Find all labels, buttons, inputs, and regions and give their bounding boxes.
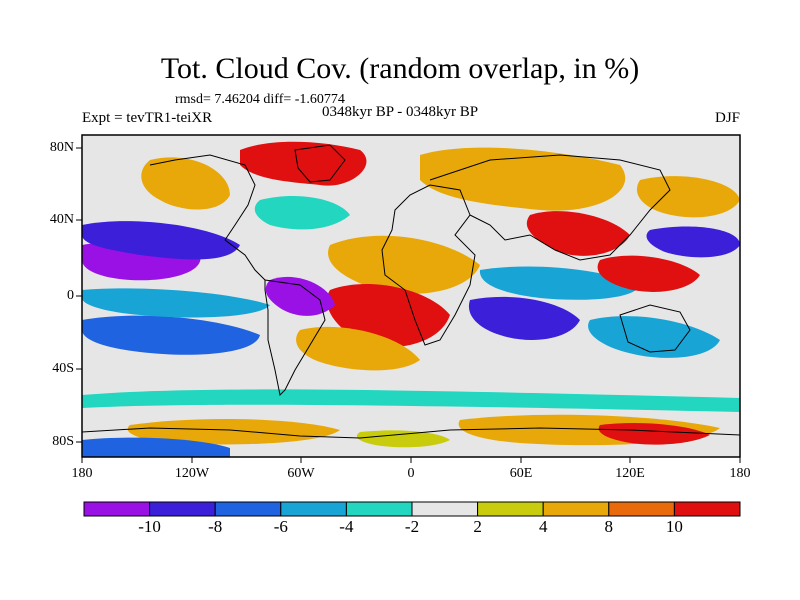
patch-siberia-orange bbox=[420, 147, 626, 211]
colorbar-label: 8 bbox=[604, 517, 614, 536]
colorbar-label: -2 bbox=[404, 517, 420, 536]
period-label: 0348kyr BP - 0348kyr BP bbox=[322, 104, 479, 120]
colorbar-label: -10 bbox=[138, 517, 161, 536]
colorbar-swatch bbox=[673, 501, 741, 517]
lon-label-120e: 120E bbox=[615, 466, 645, 481]
lon-label-0: 0 bbox=[407, 466, 415, 481]
coastline-north-america bbox=[149, 154, 266, 281]
lon-label-120w: 120W bbox=[174, 466, 210, 481]
colorbar-label: 2 bbox=[473, 517, 482, 536]
patch-west-pacific-red bbox=[597, 255, 700, 292]
patch-asia-red bbox=[526, 211, 630, 256]
patch-antarctic-blue bbox=[82, 437, 230, 457]
colorbar-label: -8 bbox=[208, 517, 223, 536]
patch-indian-ocean-blue bbox=[468, 296, 580, 340]
colorbar-label: 4 bbox=[538, 517, 548, 536]
stats-text: rmsd= 7.46204 diff= -1.60774 bbox=[175, 92, 345, 107]
patch-south-pacific-blue bbox=[82, 315, 260, 355]
lon-label-180e: 180 bbox=[729, 466, 751, 481]
patch-indian-ocean-lightblue bbox=[479, 266, 640, 300]
lat-label-80n: 80N bbox=[49, 140, 74, 155]
patch-atlantic-orange bbox=[328, 235, 480, 294]
lat-label-40n: 40N bbox=[49, 212, 74, 227]
patch-antarctic-red bbox=[598, 423, 710, 445]
season-label: DJF bbox=[714, 110, 740, 126]
colorbar-swatch bbox=[345, 501, 413, 517]
coastline-south-america bbox=[264, 279, 326, 397]
colorbar-label: 10 bbox=[665, 517, 683, 536]
lat-label-80s: 80S bbox=[52, 434, 74, 449]
colorbar-swatch bbox=[280, 501, 347, 517]
colorbar-swatch bbox=[608, 501, 675, 517]
map-title: Tot. Cloud Cov. (random overlap, in %) bbox=[160, 52, 640, 85]
coastline-asia bbox=[429, 154, 671, 261]
patch-southern-ocean-cyan bbox=[82, 389, 740, 412]
patch-south-pacific-lightblue bbox=[82, 288, 270, 318]
patch-west-pacific-orange bbox=[636, 176, 740, 218]
cloud-field bbox=[82, 135, 740, 457]
lat-ticks bbox=[76, 147, 741, 463]
patch-pacific-blue bbox=[82, 221, 240, 260]
colorbar-swatch bbox=[477, 501, 544, 517]
colorbar-swatch bbox=[83, 501, 151, 517]
patch-arctic-red bbox=[240, 141, 367, 186]
colorbar-swatch bbox=[411, 501, 479, 517]
lon-label-60w: 60W bbox=[287, 466, 315, 481]
colorbar-label: -6 bbox=[273, 517, 288, 536]
coastline-antarctica bbox=[82, 427, 740, 439]
colorbar bbox=[83, 501, 741, 517]
patch-south-atlantic-orange bbox=[296, 326, 420, 371]
colorbar-swatch bbox=[149, 501, 216, 517]
coastline-europe-africa bbox=[381, 184, 476, 346]
patch-australia-lightblue bbox=[588, 316, 720, 358]
colorbar-swatch bbox=[542, 501, 610, 517]
coastlines bbox=[82, 144, 740, 439]
patch-north-pacific-blue bbox=[646, 226, 740, 258]
patch-southern-ocean-orange bbox=[127, 418, 340, 445]
colorbar-swatch bbox=[214, 501, 282, 517]
lon-label-60e: 60E bbox=[509, 466, 533, 481]
coastline-greenland bbox=[294, 144, 346, 183]
patch-eurasia-cyan bbox=[254, 195, 350, 230]
patch-south-america-purple bbox=[265, 276, 335, 316]
patch-antarctic-yellow bbox=[356, 430, 450, 448]
coastline-australia bbox=[619, 304, 691, 353]
colorbar-label: -4 bbox=[339, 517, 354, 536]
lat-label-0: 0 bbox=[67, 288, 74, 303]
experiment-label: Expt = tevTR1-teiXR bbox=[82, 110, 213, 126]
lat-label-40s: 40S bbox=[52, 361, 74, 376]
patch-north-america-orange bbox=[141, 157, 230, 210]
lon-label-180w: 180 bbox=[71, 466, 93, 481]
